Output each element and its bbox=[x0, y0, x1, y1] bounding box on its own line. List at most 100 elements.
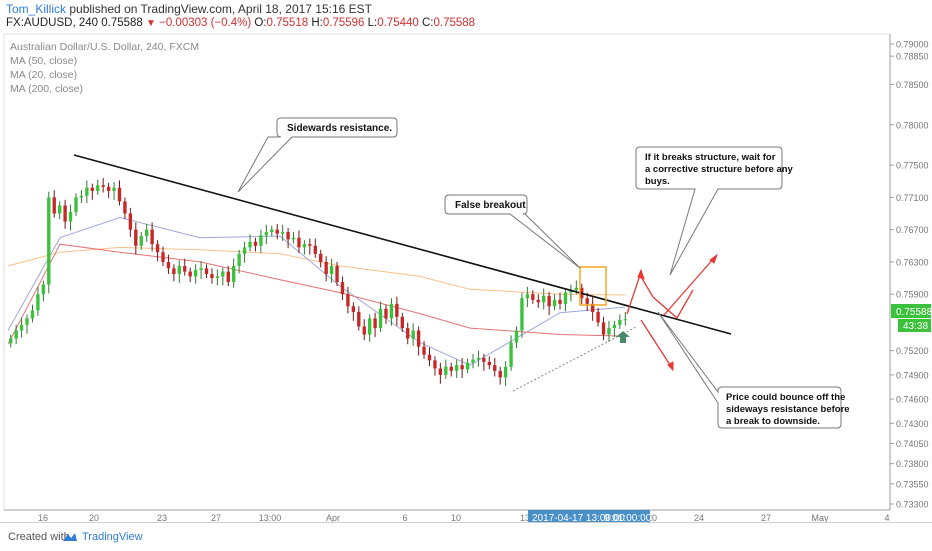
candle bbox=[14, 324, 18, 345]
price-tick-label: 0.74600 bbox=[896, 395, 929, 405]
candle-body bbox=[427, 354, 432, 361]
time-tick-label: 20 bbox=[89, 513, 99, 522]
candle-body bbox=[259, 235, 263, 246]
tradingview-brand[interactable]: TradingView bbox=[82, 531, 143, 543]
candle bbox=[313, 238, 317, 258]
candle-body bbox=[346, 294, 350, 307]
author-link[interactable]: Tom_Killick bbox=[6, 2, 67, 16]
candle-body bbox=[41, 284, 46, 295]
candle bbox=[297, 230, 301, 254]
candle-body bbox=[422, 346, 426, 355]
projection-down bbox=[640, 319, 673, 369]
candle-body bbox=[177, 265, 182, 275]
price-tick-label: 0.74900 bbox=[896, 370, 929, 380]
candle bbox=[183, 258, 187, 276]
candle-body bbox=[188, 271, 192, 277]
projection-arrowhead-1 bbox=[637, 268, 645, 280]
candle-body bbox=[601, 322, 606, 335]
projection-arrowhead-3 bbox=[667, 361, 674, 372]
candlestick-series bbox=[9, 178, 627, 387]
candle-body bbox=[612, 324, 617, 329]
candle-body bbox=[79, 195, 84, 198]
price-tick-label: 0.78500 bbox=[896, 80, 929, 90]
candle bbox=[90, 183, 94, 200]
callout-breaks-structure[interactable]: If it breaks structure, wait for a corre… bbox=[635, 146, 794, 276]
candle-body bbox=[101, 185, 105, 187]
candle bbox=[487, 356, 492, 370]
symbol-label[interactable]: FX:AUDUSD, 240 bbox=[6, 17, 99, 29]
candle-body bbox=[166, 261, 171, 269]
candle-body bbox=[454, 365, 459, 371]
candle-body bbox=[373, 318, 377, 329]
candle-body bbox=[542, 295, 546, 303]
candle bbox=[482, 353, 486, 371]
candle-body bbox=[395, 303, 399, 317]
callout-sideways[interactable]: Sidewards resistance. bbox=[237, 117, 398, 193]
candle-body bbox=[367, 318, 372, 335]
candle-body bbox=[193, 269, 198, 277]
candle bbox=[373, 312, 377, 337]
candle bbox=[25, 314, 29, 334]
candle-body bbox=[52, 197, 56, 214]
candle bbox=[384, 304, 388, 325]
false-breakout-box[interactable] bbox=[579, 266, 607, 306]
candle bbox=[264, 224, 269, 245]
candle-body bbox=[30, 310, 35, 319]
last-price-value: 0.75588 bbox=[896, 307, 932, 318]
candle-body bbox=[280, 232, 285, 234]
callout-false-breakout[interactable]: False breakout bbox=[444, 194, 581, 269]
candle bbox=[204, 264, 209, 279]
price-tick-label: 0.78000 bbox=[896, 120, 929, 130]
legend-ma20: MA (20, close) bbox=[10, 69, 77, 81]
candle bbox=[177, 260, 182, 283]
support-trendline[interactable] bbox=[512, 326, 637, 392]
candle bbox=[193, 264, 198, 284]
candle-body bbox=[90, 187, 94, 191]
candle bbox=[340, 276, 345, 300]
price-chart[interactable]: Australian Dollar/U.S. Dollar, 240, FXCM… bbox=[0, 32, 932, 522]
candle-body bbox=[221, 271, 225, 277]
candle-body bbox=[85, 187, 89, 196]
callout-breaks-line2: a corrective structure before any bbox=[645, 164, 794, 175]
candle bbox=[433, 356, 437, 376]
candle-body bbox=[384, 308, 388, 319]
candle-body bbox=[525, 294, 530, 299]
candle-body bbox=[248, 241, 252, 248]
projection-arrows[interactable] bbox=[626, 253, 719, 372]
candle bbox=[280, 224, 285, 241]
resistance-trendline[interactable] bbox=[73, 154, 732, 335]
candle bbox=[144, 223, 149, 242]
candle bbox=[199, 261, 203, 279]
candle-body bbox=[444, 366, 448, 375]
candle bbox=[454, 359, 459, 379]
candle bbox=[106, 182, 111, 199]
footer-bar: Created with TradingView bbox=[0, 522, 932, 551]
candle bbox=[335, 261, 339, 287]
projection-arrowhead-2 bbox=[709, 253, 719, 264]
candle bbox=[444, 359, 448, 379]
candle bbox=[155, 240, 160, 262]
candle-body bbox=[96, 185, 100, 191]
candle-body bbox=[68, 211, 73, 222]
candle bbox=[329, 258, 334, 283]
candle bbox=[286, 228, 290, 249]
candle-body bbox=[503, 366, 508, 378]
time-tick-label: 13:00 bbox=[259, 513, 282, 522]
callout-bounce[interactable]: Price could bounce off the sideways resi… bbox=[657, 311, 850, 429]
candle-body bbox=[449, 366, 453, 371]
candle-body bbox=[411, 330, 415, 339]
candle-body bbox=[232, 265, 236, 283]
candle bbox=[476, 350, 481, 367]
candle-body bbox=[297, 237, 301, 248]
candle bbox=[493, 357, 497, 377]
candle-body bbox=[286, 232, 290, 240]
candle bbox=[465, 358, 470, 374]
candle bbox=[47, 191, 51, 294]
candle bbox=[237, 249, 241, 274]
candle-body bbox=[552, 299, 557, 307]
candle bbox=[411, 323, 415, 346]
candle-body bbox=[400, 316, 404, 329]
candle-body bbox=[204, 268, 209, 275]
plot-frame bbox=[3, 33, 891, 511]
candle-body bbox=[253, 241, 258, 246]
